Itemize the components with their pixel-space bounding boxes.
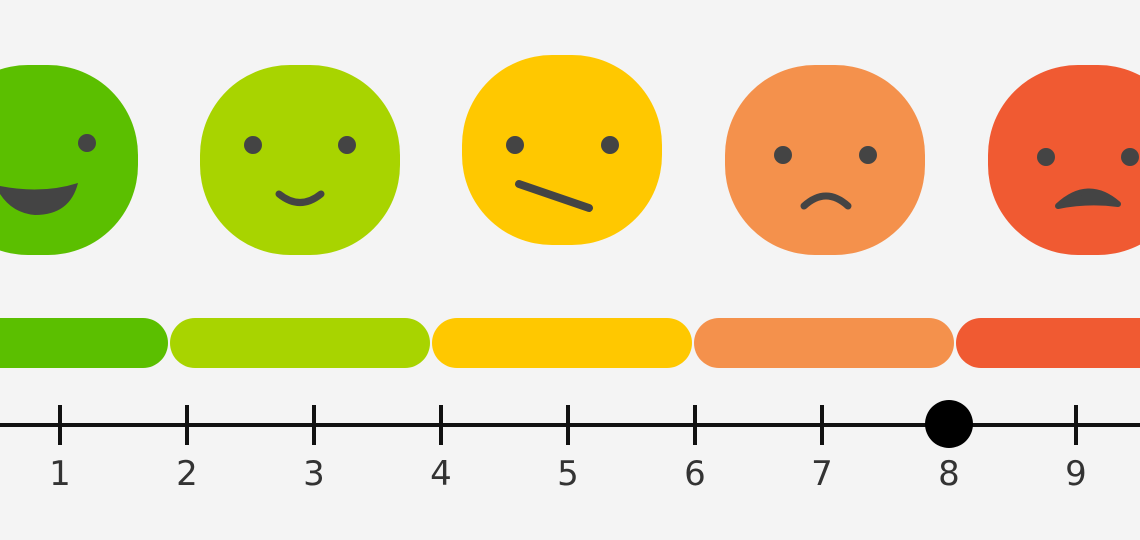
band-sad: [694, 318, 954, 368]
band-happy: [170, 318, 430, 368]
band-neutral: [432, 318, 692, 368]
tick-label: 6: [684, 454, 706, 494]
tick-label: 4: [430, 454, 452, 494]
tick-label: 1: [49, 454, 71, 494]
band-very-sad: [956, 318, 1140, 368]
tick-label: 2: [176, 454, 198, 494]
tick-label: 3: [303, 454, 325, 494]
tick-label: 8: [938, 454, 960, 494]
face-sad: [725, 65, 925, 255]
face-happy: [200, 65, 400, 255]
tick-label: 5: [557, 454, 579, 494]
tick-label: 9: [1065, 454, 1087, 494]
selected-marker: [925, 400, 973, 448]
face-very-sad: [988, 65, 1140, 255]
tick-label: 7: [811, 454, 833, 494]
face-neutral: [462, 55, 662, 245]
band-very-happy: [0, 318, 168, 368]
face-very-happy: [0, 65, 138, 255]
